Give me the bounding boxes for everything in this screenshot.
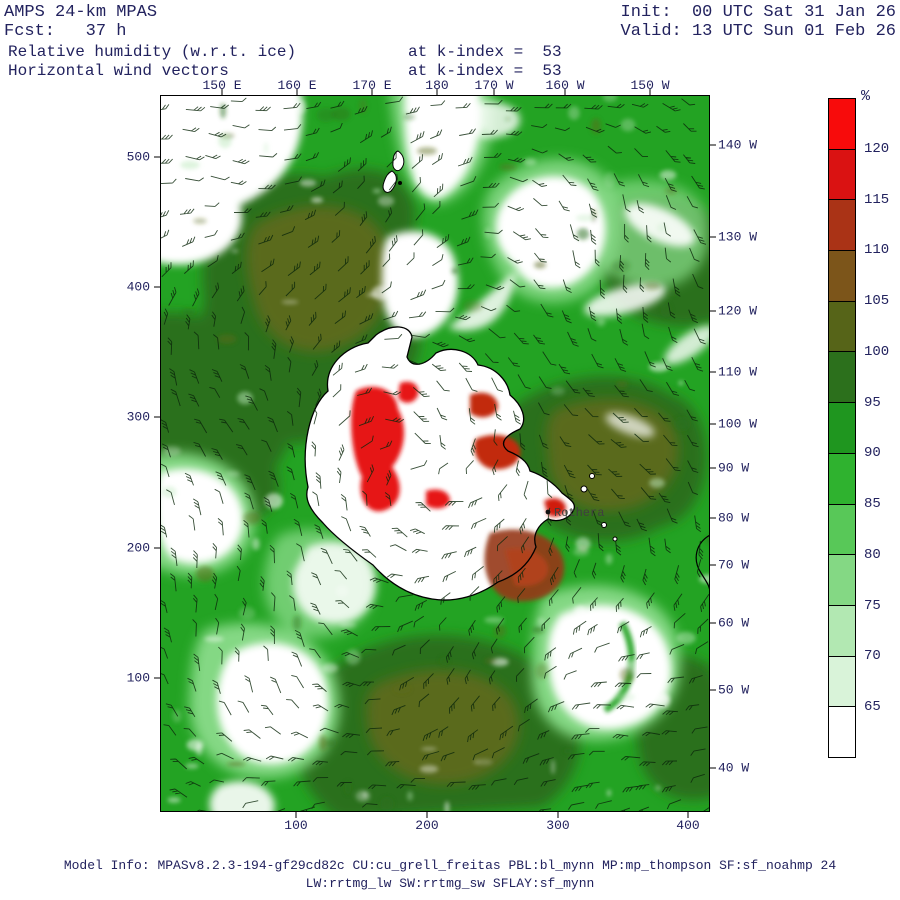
right-axis-tick (710, 564, 716, 566)
model-info-line-2: LW:rrtmg_lw SW:rrtmg_sw SFLAY:sf_mynn (305, 876, 595, 891)
colorbar-segment (829, 554, 855, 605)
model-info-line-1: Model Info: MPASv8.2.3-194-gf29cd82c CU:… (63, 858, 837, 873)
station-marker (398, 181, 402, 185)
left-axis-label: 300 (126, 409, 150, 425)
left-axis-label: 200 (126, 540, 150, 556)
rothera-station-label: Rothera (554, 506, 604, 520)
colorbar-tick-label: 85 (864, 496, 881, 513)
bottom-axis-tick (295, 812, 297, 818)
right-axis-tick (710, 371, 716, 373)
right-axis-label: 100 W (718, 416, 758, 432)
colorbar-tick-label: 90 (864, 445, 881, 462)
antarctic-map: Rothera (160, 95, 710, 812)
top-axis-label: 170 W (474, 78, 514, 93)
colorbar (828, 98, 856, 758)
top-axis-label: 180 (425, 78, 449, 93)
colorbar-segment (829, 300, 855, 352)
right-axis-tick (710, 467, 716, 469)
bottom-axis-tick (557, 812, 559, 818)
field-line-2-level: at k-index = 53 (408, 62, 562, 80)
colorbar-segment (829, 250, 855, 301)
plot-title: AMPS 24-km MPAS (4, 3, 158, 22)
bottom-axis-tick (687, 812, 689, 818)
top-axis-tick (221, 89, 223, 95)
field-line-1: Relative humidity (w.r.t. ice) (8, 43, 297, 61)
colorbar-segment (829, 655, 855, 707)
right-axis-label: 110 W (718, 364, 758, 380)
right-axis-label: 70 W (718, 557, 750, 573)
map-frame (160, 95, 710, 812)
field-line-1-level: at k-index = 53 (408, 43, 562, 61)
colorbar-tick-label: 65 (864, 699, 881, 716)
right-axis-tick (710, 236, 716, 238)
bottom-axis-label: 100 (284, 818, 308, 833)
colorbar-tick-label: 115 (864, 191, 890, 208)
rothera-station-marker (545, 509, 551, 515)
top-axis-tick (436, 89, 438, 95)
right-axis-label: 60 W (718, 615, 750, 631)
top-axis-label: 150 W (630, 78, 670, 93)
top-axis-tick (371, 89, 373, 95)
right-axis-tick (710, 144, 716, 146)
top-axis-tick (493, 89, 495, 95)
right-axis-tick (710, 310, 716, 312)
top-axis-label: 150 E (202, 78, 242, 93)
colorbar-segment (829, 604, 855, 656)
colorbar-segment (829, 351, 855, 403)
colorbar-segment (829, 452, 855, 504)
left-axis-label: 100 (126, 670, 150, 686)
colorbar-segment (829, 402, 855, 453)
top-axis-tick (564, 89, 566, 95)
colorbar-tick-label: 95 (864, 394, 881, 411)
valid-time: Valid: 13 UTC Sun 01 Feb 26 (620, 22, 896, 41)
bottom-axis-tick (426, 812, 428, 818)
right-axis-label: 40 W (718, 760, 750, 776)
left-axis-tick (154, 416, 160, 418)
top-axis-label: 160 W (545, 78, 585, 93)
left-axis-label: 500 (126, 149, 150, 165)
new-zealand-coastline (382, 150, 405, 193)
top-axis-tick (296, 89, 298, 95)
colorbar-segment (829, 148, 855, 200)
rh-field-speckles (161, 95, 710, 812)
colorbar-tick-label: 70 (864, 648, 881, 665)
colorbar-tick-label: 105 (864, 293, 890, 310)
bottom-axis-label: 300 (546, 818, 570, 833)
colorbar-segment (829, 503, 855, 555)
top-axis-label: 160 E (277, 78, 317, 93)
right-axis-label: 90 W (718, 460, 750, 476)
bottom-axis-label: 400 (676, 818, 700, 833)
colorbar-tick-label: 75 (864, 597, 881, 614)
top-axis-tick (649, 89, 651, 95)
colorbar-tick-label: 100 (864, 343, 890, 360)
colorbar-tick-label: 80 (864, 546, 881, 563)
right-axis-tick (710, 517, 716, 519)
right-axis-label: 130 W (718, 229, 758, 245)
colorbar-unit-label: % (861, 88, 871, 105)
colorbar-segment (829, 199, 855, 251)
right-axis-tick (710, 689, 716, 691)
init-time: Init: 00 UTC Sat 31 Jan 26 (620, 3, 896, 22)
left-axis-tick (154, 677, 160, 679)
left-axis-tick (154, 156, 160, 158)
right-axis-label: 120 W (718, 303, 758, 319)
colorbar-segment (829, 706, 855, 757)
left-axis-tick (154, 286, 160, 288)
right-axis-tick (710, 767, 716, 769)
right-axis-tick (710, 423, 716, 425)
right-axis-tick (710, 622, 716, 624)
forecast-hour: Fcst: 37 h (4, 22, 127, 41)
right-axis-label: 140 W (718, 137, 758, 153)
top-axis-label: 170 E (352, 78, 392, 93)
colorbar-tick-label: 110 (864, 242, 890, 259)
bottom-axis-label: 200 (415, 818, 439, 833)
left-axis-label: 400 (126, 279, 150, 295)
right-axis-label: 50 W (718, 682, 750, 698)
colorbar-tick-label: 120 (864, 140, 890, 157)
colorbar-segment (829, 99, 855, 149)
right-axis-label: 80 W (718, 510, 750, 526)
field-line-2: Horizontal wind vectors (8, 62, 229, 80)
left-axis-tick (154, 547, 160, 549)
